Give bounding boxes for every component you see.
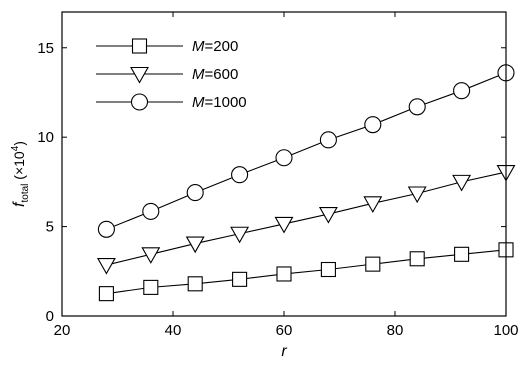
data-point bbox=[454, 246, 470, 262]
data-point bbox=[276, 266, 292, 282]
legend-item: M=200 bbox=[96, 38, 238, 55]
legend-label-var: M bbox=[192, 94, 205, 111]
data-point bbox=[275, 149, 293, 167]
legend-item: M=1000 bbox=[96, 93, 247, 111]
x-tick-label: 80 bbox=[387, 322, 404, 339]
data-point bbox=[363, 196, 383, 213]
data-point bbox=[232, 271, 248, 287]
data-point bbox=[97, 220, 115, 238]
data-point bbox=[186, 184, 204, 202]
data-point bbox=[319, 131, 337, 149]
series-1 bbox=[98, 242, 514, 302]
data-point bbox=[274, 216, 294, 234]
data-point bbox=[320, 261, 336, 278]
x-tick-label: 60 bbox=[276, 322, 293, 339]
series-line bbox=[106, 72, 507, 230]
y-axis-title-unit-exp: 4 bbox=[10, 145, 21, 151]
data-point bbox=[187, 276, 203, 292]
x-tick-label: 100 bbox=[493, 322, 518, 339]
legend-marker bbox=[130, 66, 149, 84]
data-point bbox=[230, 226, 250, 244]
data-point bbox=[142, 202, 160, 220]
x-axis: 20 40 60 80 100 bbox=[54, 12, 518, 339]
data-point bbox=[452, 174, 472, 192]
legend-label: M=200 bbox=[192, 38, 238, 55]
data-point bbox=[185, 236, 205, 254]
legend-marker bbox=[130, 93, 149, 111]
data-point bbox=[98, 286, 114, 302]
y-axis-title-unit-open: (×10 bbox=[11, 151, 27, 184]
data-point bbox=[408, 98, 426, 116]
data-point bbox=[231, 166, 249, 184]
x-tick-label: 40 bbox=[165, 322, 182, 339]
data-point bbox=[365, 256, 381, 272]
data-point bbox=[96, 257, 116, 275]
y-axis-title: ftotal (×104) bbox=[10, 141, 31, 207]
data-point bbox=[143, 279, 159, 295]
data-point bbox=[141, 247, 161, 264]
y-tick-label: 5 bbox=[46, 219, 54, 236]
legend-label-value: =200 bbox=[205, 38, 239, 55]
data-point bbox=[318, 207, 338, 224]
y-axis-title-main: f bbox=[11, 201, 28, 207]
data-point bbox=[453, 82, 471, 100]
legend-marker bbox=[131, 38, 148, 54]
x-axis-title: r bbox=[281, 343, 287, 360]
y-tick-label: 15 bbox=[37, 40, 54, 57]
y-tick-label: 10 bbox=[37, 129, 54, 146]
y-axis-title-sub: total bbox=[20, 184, 31, 203]
legend-label: M=1000 bbox=[192, 94, 247, 111]
x-tick-label: 20 bbox=[54, 322, 71, 339]
data-point bbox=[364, 116, 382, 134]
y-axis: 0 5 10 15 bbox=[37, 40, 506, 325]
legend-label-value: =1000 bbox=[205, 94, 247, 111]
series-2 bbox=[96, 164, 516, 275]
series-3 bbox=[97, 64, 515, 238]
legend-label-value: =600 bbox=[205, 66, 239, 83]
data-point bbox=[407, 186, 427, 204]
series-line bbox=[106, 171, 507, 266]
legend-label-var: M bbox=[192, 66, 205, 83]
y-tick-label: 0 bbox=[46, 308, 54, 325]
plot-content bbox=[96, 64, 516, 302]
legend-label-var: M bbox=[192, 38, 205, 55]
series-line bbox=[106, 249, 507, 295]
legend-item: M=600 bbox=[96, 66, 238, 84]
y-axis-title-unit-close: ) bbox=[11, 141, 27, 146]
data-point bbox=[409, 251, 425, 267]
legend-label: M=600 bbox=[192, 66, 238, 83]
